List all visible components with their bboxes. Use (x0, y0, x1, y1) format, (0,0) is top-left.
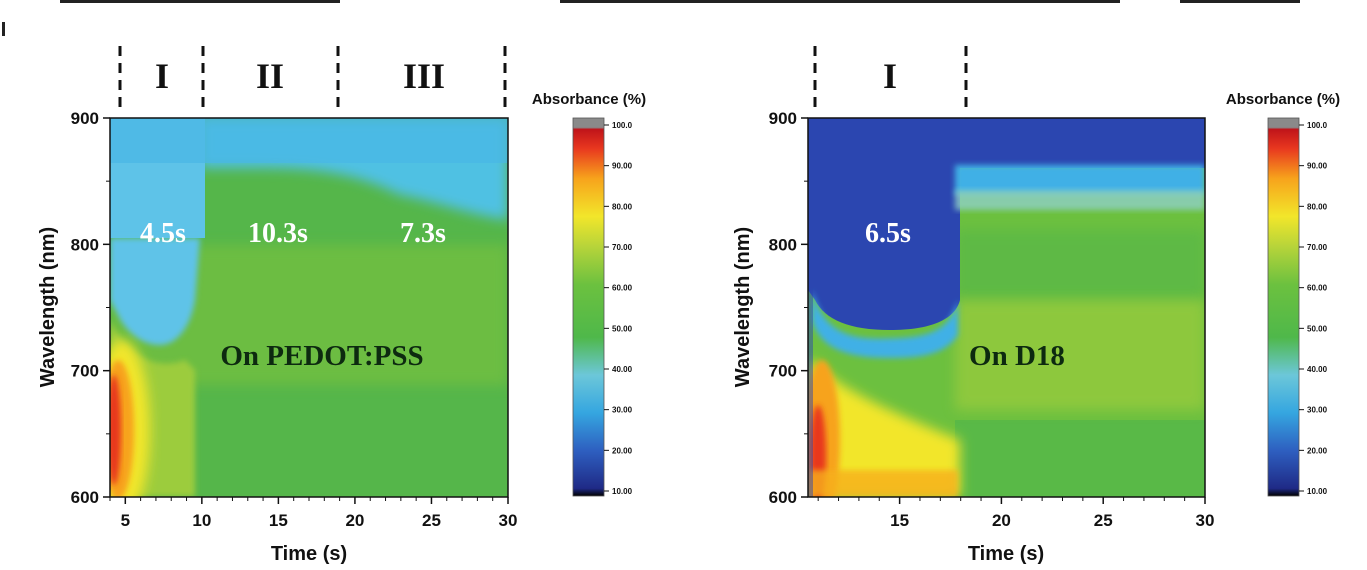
x-tick-label: 30 (1196, 511, 1215, 530)
y-axis-label-left: Wavelength (nm) (37, 227, 59, 387)
y-tick-label: 800 (769, 235, 797, 254)
y-tick-label: 600 (769, 488, 797, 507)
colorbar-tick-label: 100.0 (612, 121, 633, 130)
y-axis-label-right: Wavelength (nm) (732, 227, 754, 387)
x-tick-label: 15 (269, 511, 288, 530)
y-tick-label: 800 (71, 235, 99, 254)
colorbar-tick-label: 50.00 (612, 324, 633, 333)
x-tick-label: 20 (345, 511, 364, 530)
x-tick-label: 15 (890, 511, 909, 530)
region-label-I: I (155, 56, 169, 96)
colorbar-tick-label: 60.00 (1307, 284, 1328, 293)
colorbar-tick-label: 30.00 (612, 406, 633, 415)
annotation-left: On PEDOT:PSS (220, 340, 423, 372)
axes-right: 15 20 25 30 600 700 800 900 (769, 109, 1215, 530)
x-tick-label: 25 (422, 511, 441, 530)
region-dividers-right (813, 46, 968, 110)
colorbar-title-right: Absorbance (%) (1226, 91, 1340, 108)
region-label-II: II (256, 56, 284, 96)
colorbar-ticks-right: 10.00 20.00 30.00 40.00 50.00 60.00 70.00 80.00… (1299, 121, 1328, 496)
x-axis-label-right: Time (s) (968, 543, 1044, 565)
colorbar-tick-label: 70.00 (1307, 243, 1328, 252)
x-tick-label: 20 (992, 511, 1011, 530)
annotation-right: On D18 (969, 340, 1065, 372)
colorbar-tick-label: 80.00 (1307, 202, 1328, 211)
colorbar-ticks-left: 10.00 20.00 30.00 40.00 50.00 60.00 70.00 80.00… (604, 121, 633, 496)
duration-label: 4.5s (140, 218, 186, 249)
colorbar-tick-label: 10.00 (612, 487, 633, 496)
colorbar-tick-label: 20.00 (1307, 446, 1328, 455)
x-tick-label: 30 (499, 511, 518, 530)
colorbar-tick-label: 10.00 (1307, 487, 1328, 496)
colorbar-tick-label: 40.00 (1307, 365, 1328, 374)
colorbar-tick-label: 20.00 (612, 446, 633, 455)
y-tick-label: 900 (769, 109, 797, 128)
region-dividers-left (118, 46, 507, 110)
y-tick-label: 600 (71, 488, 99, 507)
duration-label: 7.3s (400, 218, 446, 249)
colorbar-tick-label: 60.00 (612, 284, 633, 293)
colorbar-tick-label: 80.00 (612, 202, 633, 211)
colorbar-title-left: Absorbance (%) (532, 91, 646, 108)
colorbar-left (572, 117, 605, 497)
y-tick-label: 900 (71, 109, 99, 128)
colorbar-right (1267, 117, 1300, 497)
cropped-header-fragments (2, 0, 1300, 36)
heatmap-right (808, 118, 1205, 497)
axes-left: 5 10 15 20 25 30 600 700 800 900 (71, 109, 518, 530)
panel-right: 15 20 25 30 600 700 800 900 I 6.5s On D18 Time … (732, 46, 1340, 565)
region-label-III: III (403, 56, 445, 96)
colorbar-tick-label: 40.00 (612, 365, 633, 374)
colorbar-tick-label: 90.00 (1307, 162, 1328, 171)
x-tick-label: 10 (192, 511, 211, 530)
region-label-I: I (883, 56, 897, 96)
y-tick-label: 700 (71, 362, 99, 381)
colorbar-tick-label: 90.00 (612, 162, 633, 171)
colorbar-tick-label: 50.00 (1307, 324, 1328, 333)
colorbar-tick-label: 70.00 (612, 243, 633, 252)
colorbar-tick-label: 30.00 (1307, 406, 1328, 415)
colorbar-tick-label: 100.0 (1307, 121, 1328, 130)
x-axis-label-left: Time (s) (271, 543, 347, 565)
x-tick-label: 25 (1094, 511, 1113, 530)
panel-left: 5 10 15 20 25 30 600 700 800 900 I II III 4.5s 10… (37, 46, 646, 565)
duration-label: 6.5s (865, 218, 911, 249)
heatmap-left (110, 118, 508, 497)
x-tick-label: 5 (121, 511, 130, 530)
duration-label: 10.3s (248, 218, 308, 249)
y-tick-label: 700 (769, 362, 797, 381)
